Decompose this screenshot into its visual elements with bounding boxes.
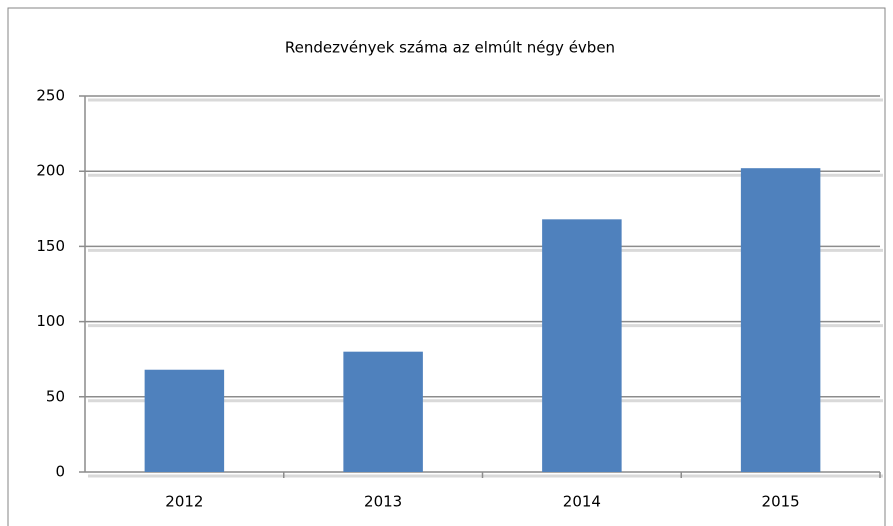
x-tick-label: 2013 — [364, 493, 402, 511]
y-tick-label: 250 — [36, 87, 65, 105]
y-tick-label: 0 — [55, 463, 65, 481]
y-tick-label: 100 — [36, 312, 65, 330]
y-tick-label: 150 — [36, 237, 65, 255]
x-tick-label: 2014 — [563, 493, 601, 511]
y-tick-label: 50 — [46, 387, 65, 405]
bar — [343, 351, 423, 472]
x-tick-label: 2012 — [165, 493, 203, 511]
chart-title: Rendezvények száma az elmúlt négy évben — [285, 39, 615, 57]
bar — [740, 168, 821, 472]
bar — [144, 369, 225, 472]
x-tick-label: 2015 — [762, 493, 800, 511]
y-tick-label: 200 — [36, 162, 65, 180]
bar — [542, 219, 622, 472]
